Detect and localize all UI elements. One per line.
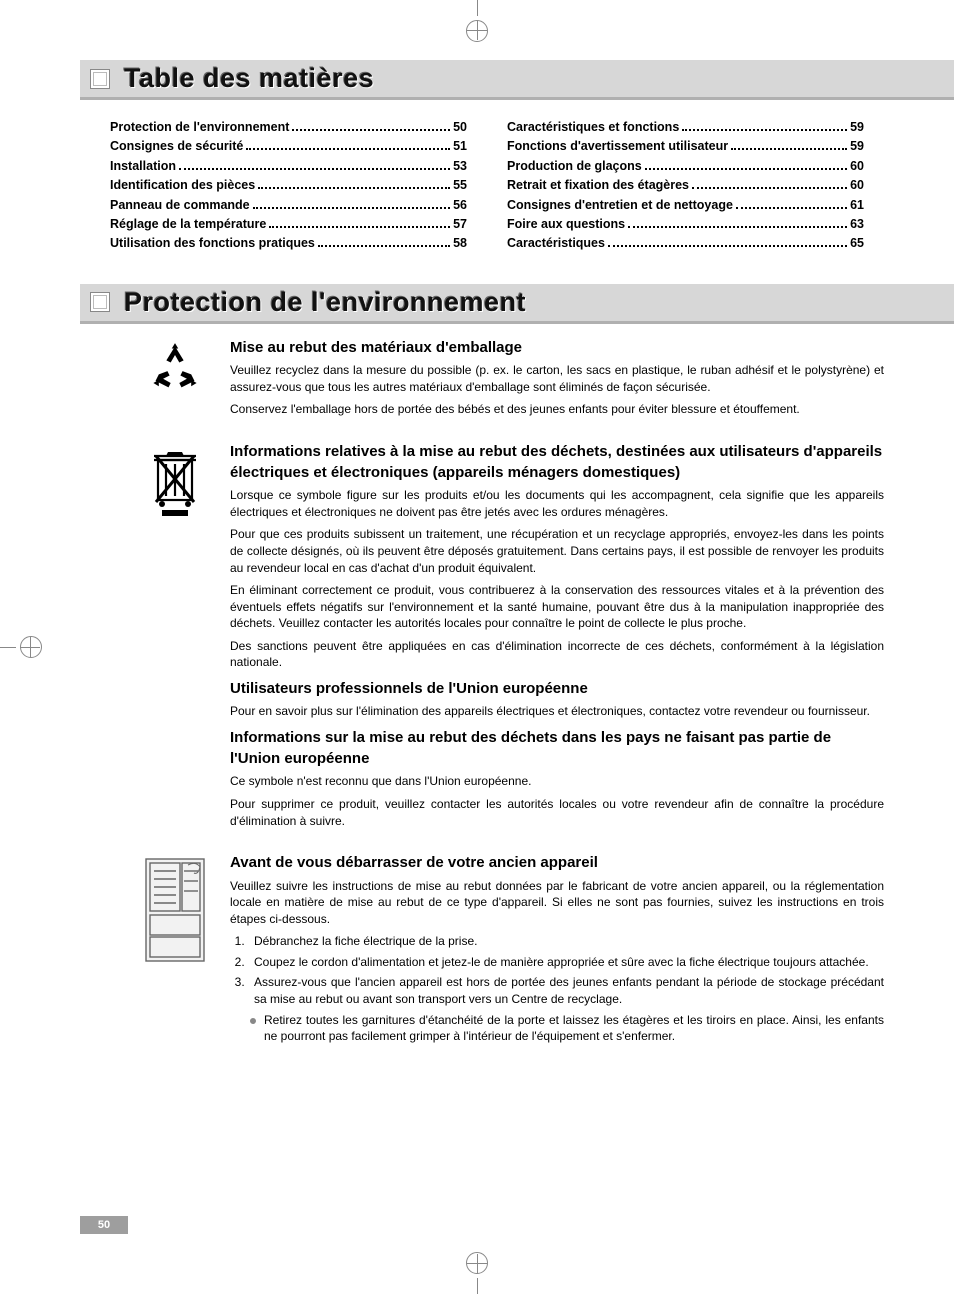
toc-item: Installation 53 [110, 157, 467, 176]
toc-label: Caractéristiques et fonctions [507, 118, 679, 137]
weee-bin-icon [150, 446, 200, 518]
toc-label: Identification des pièces [110, 176, 255, 195]
toc-page: 65 [850, 234, 864, 253]
weee-heading: Informations relatives à la mise au rebu… [230, 442, 884, 483]
toc-label: Consignes de sécurité [110, 137, 243, 156]
section-header-toc: Table des matières [80, 60, 894, 100]
toc-page: 56 [453, 196, 467, 215]
toc: Protection de l'environnement 50 Consigne… [110, 118, 864, 254]
toc-page: 59 [850, 118, 864, 137]
pro-p1: Pour en savoir plus sur l'élimination de… [230, 703, 884, 720]
page-number: 50 [80, 1216, 128, 1234]
toc-label: Installation [110, 157, 176, 176]
old-heading: Avant de vous débarrasser de votre ancie… [230, 853, 884, 874]
toc-item: Production de glaçons 60 [507, 157, 864, 176]
toc-item: Panneau de commande 56 [110, 196, 467, 215]
fridge-icon [144, 857, 206, 965]
header-bullet-icon [90, 69, 110, 89]
toc-item: Identification des pièces 55 [110, 176, 467, 195]
toc-item: Protection de l'environnement 50 [110, 118, 467, 137]
packaging-p2: Conservez l'emballage hors de portée des… [230, 401, 884, 418]
header-tail [894, 60, 954, 97]
page: Table des matières Protection de l'envir… [80, 60, 894, 1234]
recycle-icon [148, 342, 202, 396]
toc-label: Retrait et fixation des étagères [507, 176, 689, 195]
weee-p3: En éliminant correctement ce produit, vo… [230, 582, 884, 632]
packaging-heading: Mise au rebut des matériaux d'emballage [230, 338, 884, 359]
toc-label: Caractéristiques [507, 234, 605, 253]
old-bullets: Retirez toutes les garnitures d'étanchéi… [250, 1012, 884, 1045]
toc-item: Réglage de la température 57 [110, 215, 467, 234]
toc-page: 60 [850, 157, 864, 176]
toc-item: Caractéristiques et fonctions 59 [507, 118, 864, 137]
old-step-3: Assurez-vous que l'ancien appareil est h… [248, 974, 884, 1007]
toc-page: 59 [850, 137, 864, 156]
toc-right-column: Caractéristiques et fonctions 59 Fonction… [507, 118, 864, 254]
toc-label: Protection de l'environnement [110, 118, 289, 137]
noneu-heading: Informations sur la mise au rebut des dé… [230, 728, 884, 769]
toc-item: Retrait et fixation des étagères 60 [507, 176, 864, 195]
old-step-2: Coupez le cordon d'alimentation et jetez… [248, 954, 884, 971]
header-bullet-icon [90, 292, 110, 312]
toc-page: 57 [453, 215, 467, 234]
old-step-1: Débranchez la fiche électrique de la pri… [248, 933, 884, 950]
toc-page: 58 [453, 234, 467, 253]
crop-mark-left [0, 627, 40, 667]
toc-left-column: Protection de l'environnement 50 Consigne… [110, 118, 467, 254]
weee-p1: Lorsque ce symbole figure sur les produi… [230, 487, 884, 520]
toc-label: Consignes d'entretien et de nettoyage [507, 196, 733, 215]
block-old-appliance: Avant de vous débarrasser de votre ancie… [140, 853, 884, 1049]
toc-label: Réglage de la température [110, 215, 266, 234]
toc-page: 61 [850, 196, 864, 215]
header-tail [894, 284, 954, 321]
toc-title: Table des matières [124, 63, 374, 94]
block-weee: Informations relatives à la mise au rebu… [140, 442, 884, 835]
toc-item: Consignes d'entretien et de nettoyage 61 [507, 196, 864, 215]
crop-mark-top [457, 0, 497, 40]
section-header-env: Protection de l'environnement [80, 284, 894, 324]
toc-item: Fonctions d'avertissement utilisateur 59 [507, 137, 864, 156]
toc-item: Foire aux questions 63 [507, 215, 864, 234]
weee-p4: Des sanctions peuvent être appliquées en… [230, 638, 884, 671]
toc-page: 63 [850, 215, 864, 234]
weee-p2: Pour que ces produits subissent un trait… [230, 526, 884, 576]
block-packaging: Mise au rebut des matériaux d'emballage … [140, 338, 884, 424]
toc-page: 55 [453, 176, 467, 195]
toc-label: Fonctions d'avertissement utilisateur [507, 137, 728, 156]
pro-heading: Utilisateurs professionnels de l'Union e… [230, 679, 884, 700]
toc-label: Utilisation des fonctions pratiques [110, 234, 315, 253]
toc-item: Utilisation des fonctions pratiques 58 [110, 234, 467, 253]
packaging-p1: Veuillez recyclez dans la mesure du poss… [230, 362, 884, 395]
toc-item: Caractéristiques 65 [507, 234, 864, 253]
noneu-p2: Pour supprimer ce produit, veuillez cont… [230, 796, 884, 829]
crop-mark-bottom [457, 1254, 497, 1294]
toc-label: Panneau de commande [110, 196, 250, 215]
toc-page: 53 [453, 157, 467, 176]
toc-item: Consignes de sécurité 51 [110, 137, 467, 156]
env-title: Protection de l'environnement [124, 287, 526, 318]
noneu-p1: Ce symbole n'est reconnu que dans l'Unio… [230, 773, 884, 790]
toc-label: Foire aux questions [507, 215, 625, 234]
toc-label: Production de glaçons [507, 157, 642, 176]
toc-page: 50 [453, 118, 467, 137]
toc-page: 60 [850, 176, 864, 195]
old-steps: Débranchez la fiche électrique de la pri… [248, 933, 884, 1007]
old-bullet-1: Retirez toutes les garnitures d'étanchéi… [250, 1012, 884, 1045]
old-intro: Veuillez suivre les instructions de mise… [230, 878, 884, 928]
toc-page: 51 [453, 137, 467, 156]
